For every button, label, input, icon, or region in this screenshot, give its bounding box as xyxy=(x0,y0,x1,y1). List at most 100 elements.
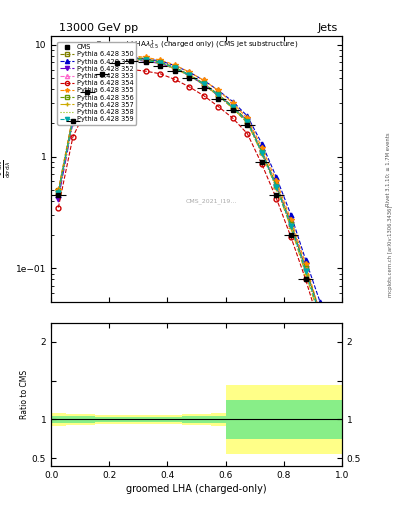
Pythia 6.428 351 xyxy=(143,56,148,62)
Pythia 6.428 356 xyxy=(231,103,235,110)
Pythia 6.428 350 xyxy=(260,149,264,155)
Pythia 6.428 359 xyxy=(173,65,177,71)
Pythia 6.428 358 xyxy=(260,150,264,156)
Pythia 6.428 356 xyxy=(158,59,163,65)
Pythia 6.428 352 xyxy=(114,60,119,67)
Pythia 6.428 358 xyxy=(274,184,279,190)
Pythia 6.428 350 xyxy=(143,56,148,62)
Pythia 6.428 350 xyxy=(216,93,221,99)
Pythia 6.428 351 xyxy=(245,113,250,119)
Pythia 6.428 351 xyxy=(85,86,90,92)
Pythia 6.428 359 xyxy=(216,92,221,98)
Pythia 6.428 352 xyxy=(187,73,192,79)
Pythia 6.428 359 xyxy=(71,116,75,122)
Pythia 6.428 352 xyxy=(303,265,308,271)
Line: Pythia 6.428 353: Pythia 6.428 353 xyxy=(56,56,337,363)
Pythia 6.428 354 xyxy=(187,84,192,90)
Pythia 6.428 356 xyxy=(100,67,105,73)
Pythia 6.428 352 xyxy=(289,221,294,227)
Pythia 6.428 350 xyxy=(289,221,294,227)
Pythia 6.428 350 xyxy=(129,54,134,60)
Pythia 6.428 354 xyxy=(274,196,279,202)
Line: Pythia 6.428 357: Pythia 6.428 357 xyxy=(55,56,338,375)
Pythia 6.428 355 xyxy=(332,357,337,364)
Pythia 6.428 351 xyxy=(100,68,105,74)
Pythia 6.428 352 xyxy=(85,90,90,96)
Pythia 6.428 358 xyxy=(85,88,90,94)
Pythia 6.428 352 xyxy=(202,81,206,88)
Pythia 6.428 353 xyxy=(274,182,279,188)
Pythia 6.428 356 xyxy=(289,221,294,227)
Pythia 6.428 358 xyxy=(173,65,177,71)
Pythia 6.428 352 xyxy=(231,103,235,110)
Pythia 6.428 356 xyxy=(71,115,75,121)
Pythia 6.428 354 xyxy=(245,131,250,137)
Text: CMS_2021_I19...: CMS_2021_I19... xyxy=(185,198,237,204)
Pythia 6.428 356 xyxy=(56,189,61,195)
Pythia 6.428 355 xyxy=(187,69,192,75)
Pythia 6.428 356 xyxy=(85,86,90,92)
Pythia 6.428 357 xyxy=(332,368,337,374)
Pythia 6.428 357 xyxy=(303,270,308,276)
Pythia 6.428 350 xyxy=(318,310,323,316)
Pythia 6.428 350 xyxy=(245,120,250,126)
Pythia 6.428 352 xyxy=(100,71,105,77)
Pythia 6.428 355 xyxy=(158,57,163,63)
Text: Rivet 3.1.10; ≥ 1.7M events: Rivet 3.1.10; ≥ 1.7M events xyxy=(386,132,391,206)
Pythia 6.428 356 xyxy=(202,80,206,87)
Pythia 6.428 358 xyxy=(187,72,192,78)
Pythia 6.428 358 xyxy=(202,81,206,87)
Pythia 6.428 355 xyxy=(100,67,105,73)
Pythia 6.428 350 xyxy=(332,357,337,364)
Pythia 6.428 352 xyxy=(216,93,221,99)
Legend: CMS, Pythia 6.428 350, Pythia 6.428 351, Pythia 6.428 352, Pythia 6.428 353, Pyt: CMS, Pythia 6.428 350, Pythia 6.428 351,… xyxy=(57,42,136,124)
Pythia 6.428 359 xyxy=(100,69,105,75)
Line: Pythia 6.428 350: Pythia 6.428 350 xyxy=(56,54,337,363)
Pythia 6.428 353 xyxy=(71,115,75,121)
Line: Pythia 6.428 354: Pythia 6.428 354 xyxy=(56,67,337,382)
Pythia 6.428 359 xyxy=(303,268,308,274)
Pythia 6.428 355 xyxy=(143,54,148,60)
Pythia 6.428 351 xyxy=(71,115,75,121)
Pythia 6.428 355 xyxy=(260,144,264,151)
Pythia 6.428 350 xyxy=(100,67,105,73)
Pythia 6.428 357 xyxy=(245,120,250,126)
Y-axis label: Ratio to CMS: Ratio to CMS xyxy=(20,370,29,419)
Pythia 6.428 354 xyxy=(318,324,323,330)
Pythia 6.428 353 xyxy=(173,65,177,71)
Pythia 6.428 353 xyxy=(158,60,163,66)
Pythia 6.428 357 xyxy=(129,56,134,62)
Pythia 6.428 357 xyxy=(187,73,192,79)
Pythia 6.428 351 xyxy=(129,54,134,60)
Pythia 6.428 355 xyxy=(114,57,119,63)
Pythia 6.428 352 xyxy=(274,182,279,188)
Pythia 6.428 353 xyxy=(231,103,235,110)
Pythia 6.428 356 xyxy=(303,265,308,271)
Pythia 6.428 358 xyxy=(143,57,148,63)
Pythia 6.428 355 xyxy=(303,261,308,267)
Pythia 6.428 354 xyxy=(231,115,235,121)
Pythia 6.428 351 xyxy=(303,257,308,263)
Pythia 6.428 353 xyxy=(114,59,119,65)
Pythia 6.428 352 xyxy=(158,60,163,67)
Pythia 6.428 359 xyxy=(318,312,323,318)
Pythia 6.428 353 xyxy=(260,149,264,155)
Pythia 6.428 355 xyxy=(274,178,279,184)
Pythia 6.428 358 xyxy=(245,119,250,125)
Pythia 6.428 359 xyxy=(85,88,90,94)
Pythia 6.428 355 xyxy=(216,88,221,94)
Pythia 6.428 358 xyxy=(158,60,163,66)
Pythia 6.428 350 xyxy=(158,59,163,65)
Pythia 6.428 353 xyxy=(100,69,105,75)
Pythia 6.428 354 xyxy=(173,76,177,82)
X-axis label: groomed LHA (charged-only): groomed LHA (charged-only) xyxy=(126,484,267,494)
Pythia 6.428 358 xyxy=(303,268,308,274)
Pythia 6.428 355 xyxy=(71,113,75,119)
Pythia 6.428 356 xyxy=(318,310,323,316)
Pythia 6.428 357 xyxy=(173,66,177,72)
Line: Pythia 6.428 356: Pythia 6.428 356 xyxy=(56,55,337,363)
Pythia 6.428 354 xyxy=(56,204,61,210)
Pythia 6.428 353 xyxy=(202,80,206,87)
Pythia 6.428 357 xyxy=(231,105,235,112)
Pythia 6.428 354 xyxy=(303,276,308,282)
